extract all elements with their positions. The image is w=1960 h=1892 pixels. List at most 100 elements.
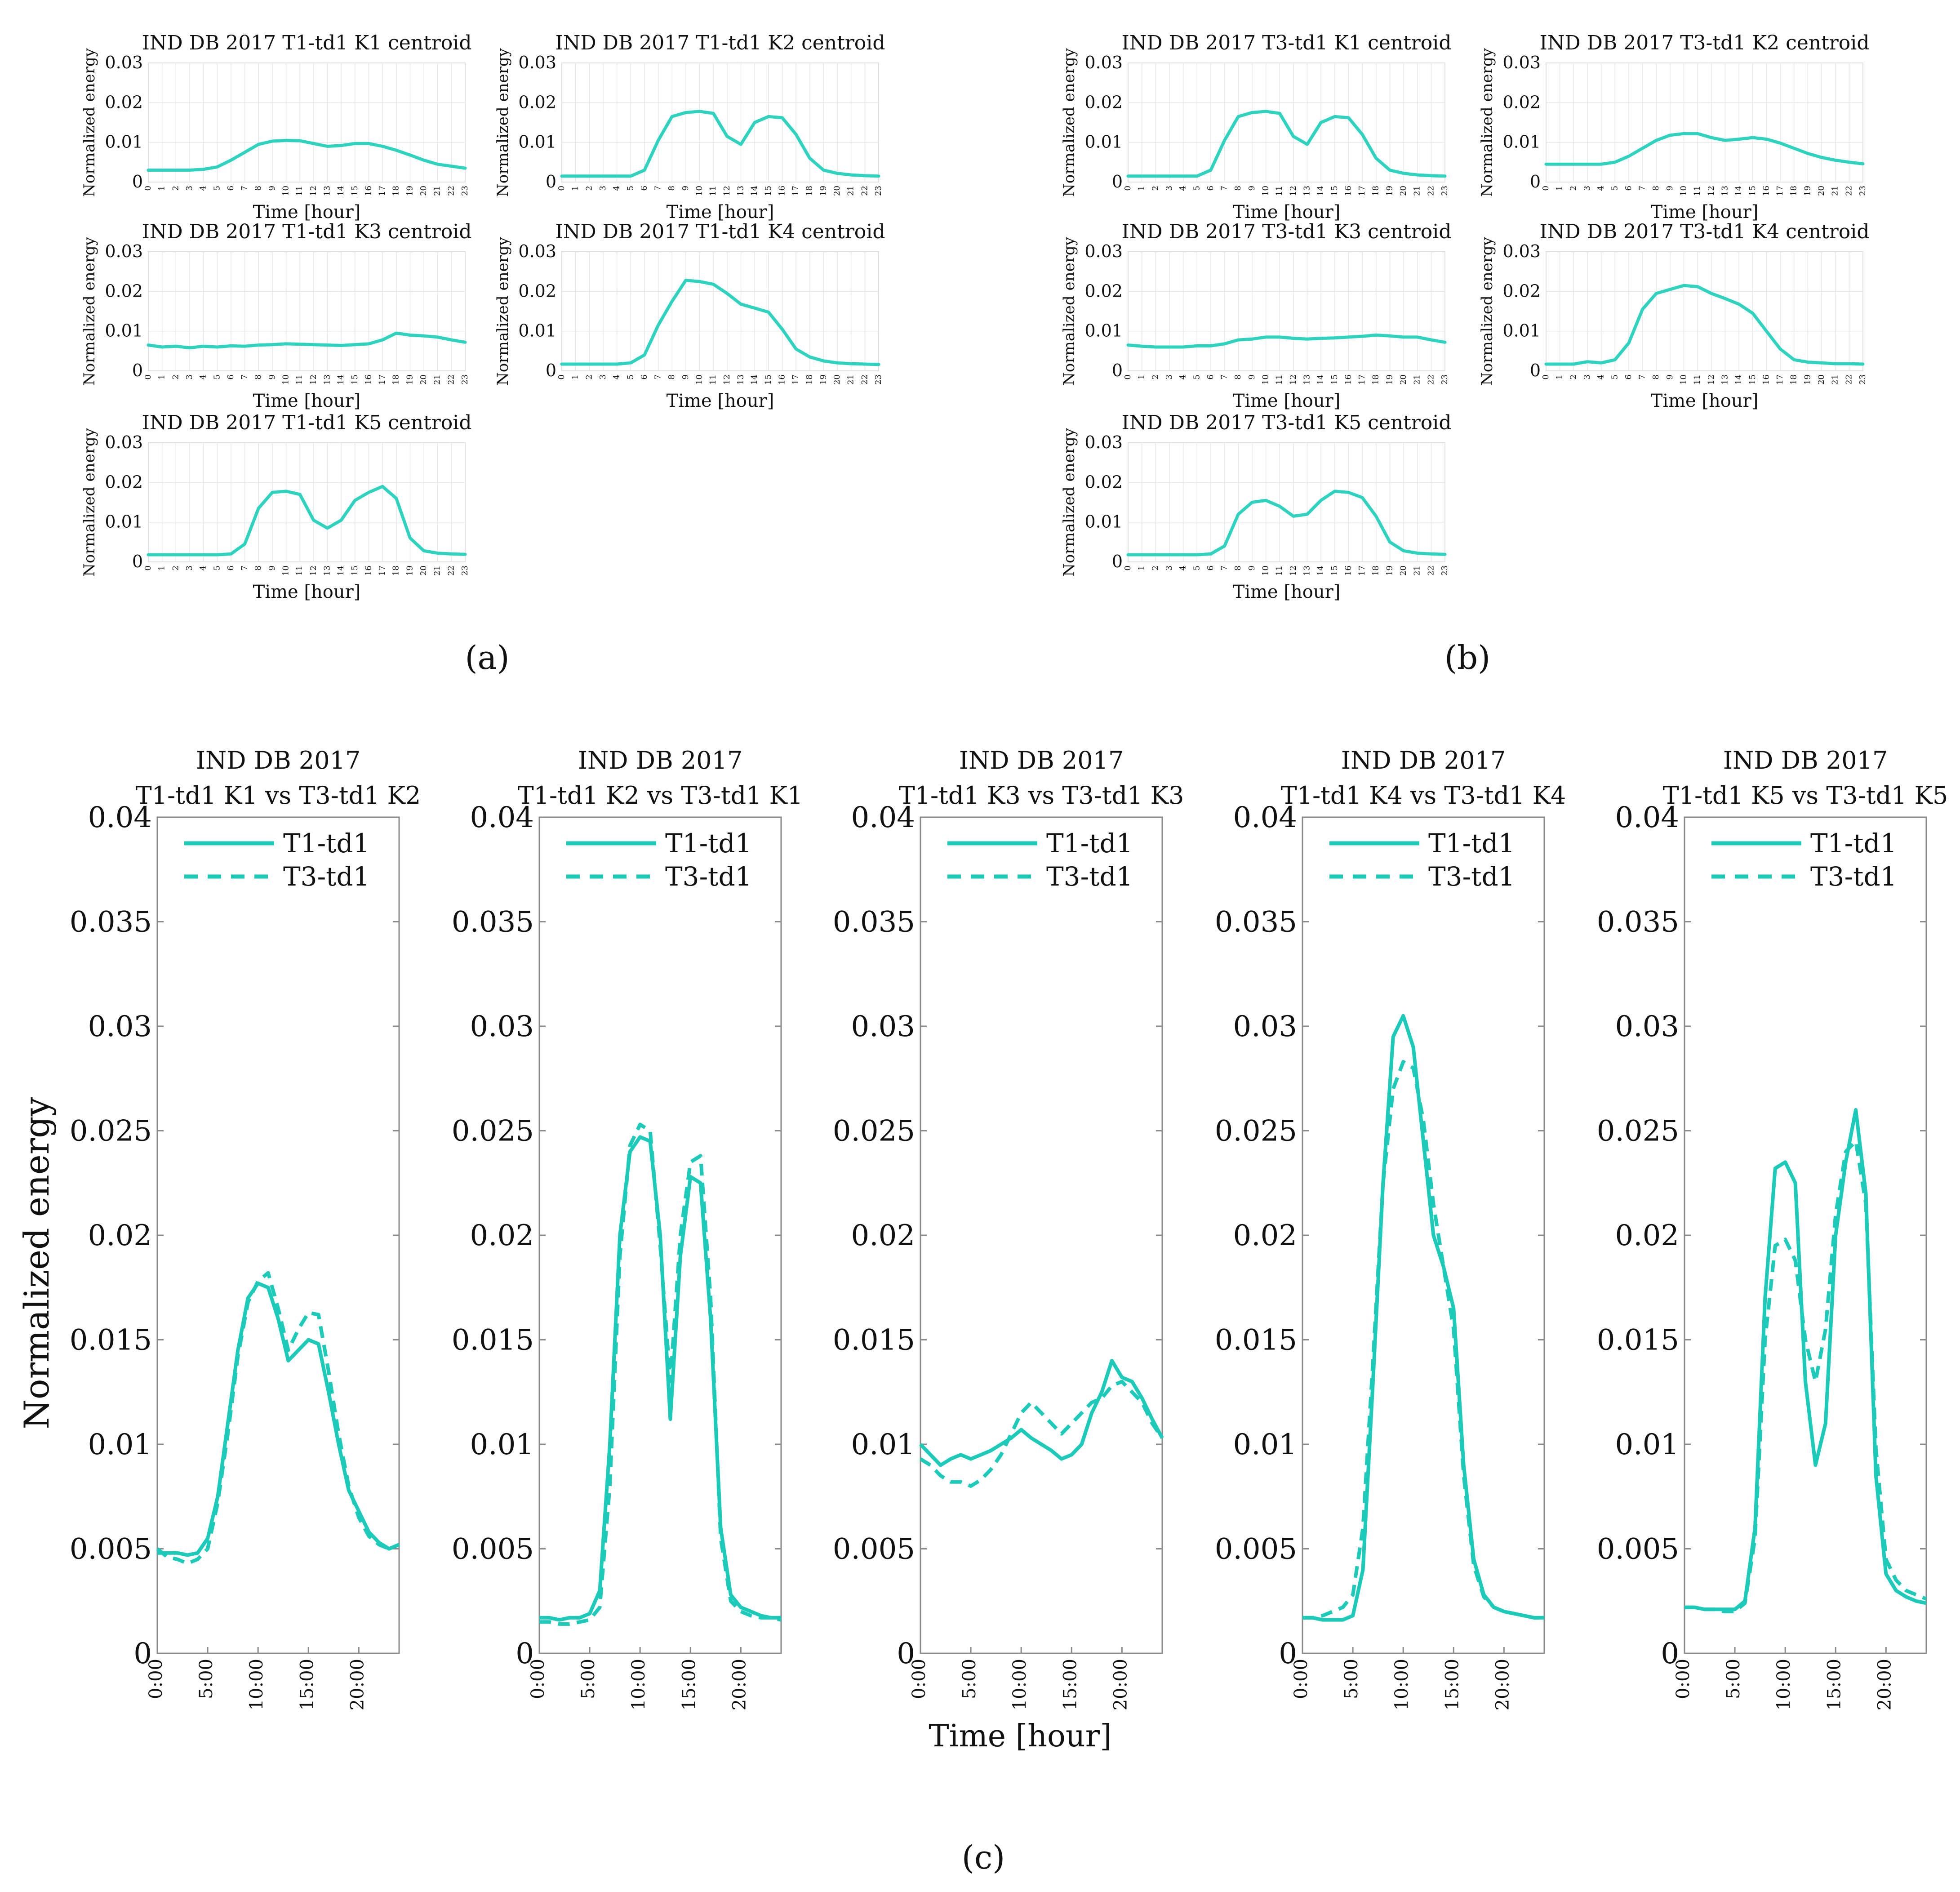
x-tick-label: 4	[1178, 186, 1188, 191]
y-tick-label: 0.02	[1084, 92, 1123, 112]
series-line-solid	[1684, 1108, 1927, 1612]
x-tick-label: 1	[1137, 565, 1147, 570]
x-tick-label: 21	[1413, 374, 1422, 385]
x-tick-label: 21	[846, 186, 856, 196]
x-tick-label: 5	[1192, 565, 1201, 570]
x-tick-label: 3	[1164, 374, 1174, 379]
x-axis-label: Time [hour]	[667, 202, 774, 223]
x-tick-label: 15:00	[679, 1659, 699, 1710]
series-line-dashed	[1684, 1139, 1927, 1613]
x-tick-label: 21	[1831, 186, 1840, 196]
x-tick-label: 10:00	[628, 1659, 649, 1710]
x-axis-label: Time [hour]	[667, 391, 774, 411]
x-tick-label: 11	[1275, 186, 1284, 196]
x-tick-label: 5	[1610, 374, 1619, 379]
x-tick-label: 17	[1357, 565, 1367, 576]
x-tick-label: 1	[1137, 374, 1147, 379]
x-tick-label: 4	[612, 186, 622, 191]
y-tick-label: 0	[897, 1637, 915, 1670]
y-tick-label: 0.02	[851, 1219, 916, 1252]
x-tick-label: 20	[1817, 186, 1826, 196]
y-tick-label: 0.035	[452, 906, 534, 939]
series-line-solid	[1302, 1014, 1544, 1622]
x-tick-label: 16	[1761, 186, 1771, 196]
x-tick-label: 17	[1775, 186, 1785, 196]
x-tick-label: 0:00	[909, 1659, 929, 1699]
y-tick-label: 0.035	[1597, 906, 1679, 939]
x-tick-label: 9	[267, 186, 277, 191]
x-tick-label: 22	[860, 374, 869, 385]
x-tick-label: 0	[1123, 374, 1133, 379]
x-tick-label: 4	[612, 374, 622, 379]
x-tick-label: 20	[1399, 374, 1408, 385]
y-tick-label: 0.02	[1084, 281, 1123, 301]
x-tick-label: 23	[1440, 565, 1449, 576]
x-tick-label: 20	[419, 565, 428, 576]
x-tick-label: 13	[736, 374, 745, 385]
chart-title: IND DB 2017 T1-td1 K3 centroid	[142, 220, 471, 243]
plot-frame	[561, 251, 879, 371]
x-tick-label: 5:00	[578, 1659, 599, 1699]
x-tick-label: 0	[1123, 565, 1133, 570]
y-tick-label: 0.04	[851, 801, 916, 834]
x-axis-label: Time [hour]	[1651, 391, 1759, 411]
x-tick-label: 20	[832, 374, 842, 385]
chart-c-5: IND DB 2017 T1-td1 K5 vs T3-td1 K5 0 0.005 0…	[1597, 746, 1948, 1710]
x-tick-label: 3	[185, 186, 194, 191]
series-line	[1544, 284, 1865, 366]
y-axis-label: Normalized energy	[80, 427, 98, 576]
x-tick-label: 17	[1357, 186, 1367, 196]
x-tick-label: 0	[143, 565, 153, 570]
y-tick-label: 0.04	[470, 801, 534, 834]
chart-title: IND DB 2017 T1-td1 K2 centroid	[555, 31, 885, 54]
x-tick-label: 2	[171, 186, 180, 191]
x-tick-label: 13	[1720, 374, 1729, 385]
x-tick-label: 12	[1289, 565, 1298, 576]
x-tick-label: 19	[1803, 374, 1812, 385]
y-tick-label: 0.005	[833, 1533, 915, 1566]
y-tick-label: 0.03	[105, 241, 143, 261]
x-tick-label: 8	[667, 186, 676, 191]
x-tick-label: 5	[1610, 186, 1619, 191]
y-tick-label: 0.04	[88, 801, 152, 834]
x-tick-label: 20:00	[1110, 1659, 1131, 1710]
x-tick-label: 12	[1707, 374, 1716, 385]
x-tick-label: 14	[336, 565, 346, 576]
x-tick-label: 19	[1803, 186, 1812, 196]
x-tick-label: 2	[1569, 374, 1578, 379]
x-tick-label: 5	[212, 565, 222, 570]
chart-title-line2: T1-td1 K2 vs T3-td1 K1	[518, 781, 803, 810]
x-tick-label: 2	[171, 374, 180, 379]
x-tick-label: 0:00	[1291, 1659, 1311, 1699]
x-tick-label: 1	[571, 186, 580, 191]
x-tick-label: 4	[199, 565, 208, 570]
chart-title: IND DB 2017 T1-td1 K1 centroid	[142, 31, 471, 54]
x-tick-label: 15:00	[1060, 1659, 1080, 1710]
plot-frame	[920, 816, 1163, 1654]
y-tick-label: 0.025	[70, 1115, 152, 1148]
series-line-dashed	[156, 1271, 400, 1566]
chart-title-line2: T1-td1 K4 vs T3-td1 K4	[1281, 781, 1566, 810]
chart-title: IND DB 2017 T3-td1 K1 centroid	[1121, 31, 1451, 54]
series-line-solid	[539, 1135, 781, 1622]
y-tick-label: 0.01	[1502, 132, 1541, 152]
x-tick-label: 10	[1679, 186, 1689, 196]
y-tick-label: 0.04	[1615, 801, 1680, 834]
x-tick-label: 18	[805, 374, 814, 385]
x-tick-label: 13	[322, 565, 332, 576]
x-tick-label: 11	[295, 565, 304, 576]
x-tick-label: 14	[1734, 186, 1743, 196]
series-line	[1126, 110, 1447, 178]
y-tick-label: 0.005	[452, 1533, 534, 1566]
x-tick-label: 11	[1275, 374, 1284, 385]
x-tick-label: 21	[433, 374, 442, 385]
y-tick-label: 0.01	[1084, 321, 1123, 341]
x-tick-label: 22	[446, 186, 456, 196]
x-tick-label: 7	[1220, 186, 1229, 191]
x-tick-label: 15	[1330, 186, 1339, 196]
x-tick-label: 11	[1275, 565, 1284, 576]
y-tick-label: 0.025	[1597, 1115, 1679, 1148]
